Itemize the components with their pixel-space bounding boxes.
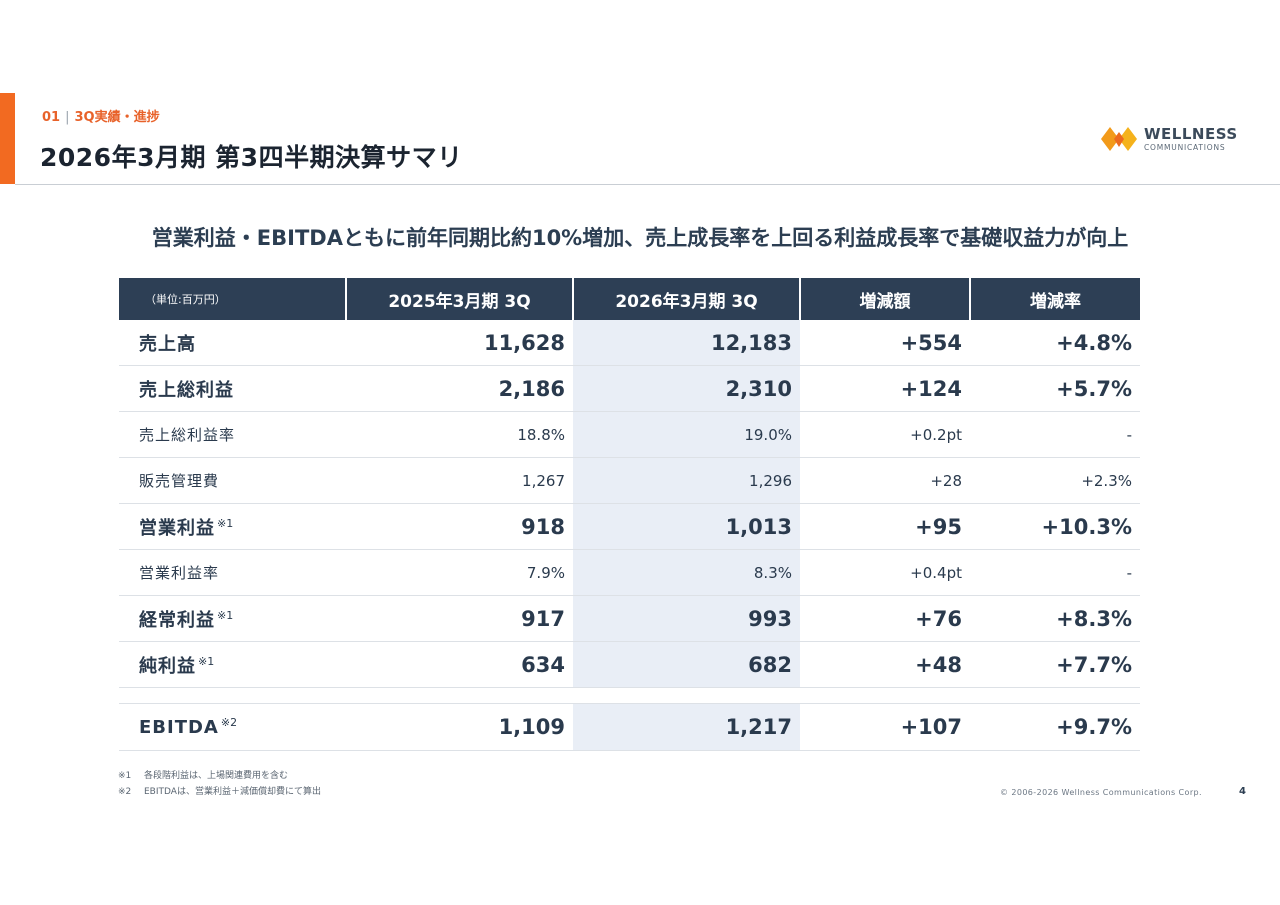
table-row: 売上総利益率 18.8% 19.0% +0.2pt -	[119, 411, 1140, 458]
cell-rate: +10.3%	[970, 503, 1140, 550]
title-divider	[15, 184, 1280, 185]
cell-change: +48	[800, 641, 970, 688]
cell-current: 8.3%	[573, 549, 800, 596]
footnote-mark: ※2	[118, 787, 132, 797]
table-row: 営業利益 ※1 918 1,013 +95 +10.3%	[119, 503, 1140, 550]
column-header: 2025年3月期 3Q	[345, 278, 573, 320]
row-label: 販売管理費	[119, 457, 346, 504]
cell-prev: 634	[346, 641, 573, 688]
cell-current: 12,183	[573, 320, 800, 366]
cell-prev: 918	[346, 503, 573, 550]
section-number: 01	[42, 110, 61, 125]
headline: 営業利益・EBITDAともに前年同期比約10%増加、売上成長率を上回る利益成長率…	[151, 226, 1129, 250]
cell-change: +95	[800, 503, 970, 550]
logo-name: WELLNESS	[1144, 125, 1238, 143]
table-row: 営業利益率 7.9% 8.3% +0.4pt -	[119, 549, 1140, 596]
orange-diamond-logo-icon	[1101, 127, 1137, 151]
accent-bar	[0, 93, 15, 184]
cell-current: 993	[573, 595, 800, 642]
cell-change: +0.2pt	[800, 411, 970, 458]
table-row: EBITDA ※2 1,109 1,217 +107 +9.7%	[119, 703, 1140, 751]
row-label: 営業利益 ※1	[119, 503, 346, 550]
row-label: 売上総利益率	[119, 411, 346, 458]
table-row: 経常利益 ※1 917 993 +76 +8.3%	[119, 595, 1140, 642]
row-label: 売上高	[119, 320, 346, 366]
cell-current: 1,217	[573, 703, 800, 751]
cell-change: +0.4pt	[800, 549, 970, 596]
cell-rate: -	[970, 411, 1140, 458]
footnote-marker: ※1	[198, 654, 215, 668]
section-separator: |	[65, 110, 70, 125]
row-label: 売上総利益	[119, 365, 346, 412]
row-label: 営業利益率	[119, 549, 346, 596]
footnote-text: EBITDAは、営業利益＋減価償却費にて算出	[144, 787, 321, 797]
row-label: 経常利益 ※1	[119, 595, 346, 642]
unit-label: （単位:百万円）	[119, 278, 346, 320]
cell-prev: 11,628	[346, 320, 573, 366]
company-logo: WELLNESS COMMUNICATIONS	[1100, 124, 1250, 156]
footnote-text: 各段階利益は、上場関連費用を含む	[144, 771, 289, 781]
cell-current: 682	[573, 641, 800, 688]
column-header: 増減額	[799, 278, 970, 320]
footnote-mark: ※1	[118, 771, 132, 781]
cell-change: +28	[800, 457, 970, 504]
footnote-marker: ※1	[217, 516, 234, 530]
cell-current: 2,310	[573, 365, 800, 412]
cell-change: +554	[800, 320, 970, 366]
section-label: 01 | 3Q実績・進捗	[42, 106, 160, 125]
cell-current: 1,296	[573, 457, 800, 504]
cell-prev: 1,267	[346, 457, 573, 504]
footnote-marker: ※1	[217, 608, 234, 622]
row-label: 純利益 ※1	[119, 641, 346, 688]
cell-rate: +5.7%	[970, 365, 1140, 412]
cell-rate: +2.3%	[970, 457, 1140, 504]
cell-prev: 2,186	[346, 365, 573, 412]
footnotes: ※1 各段階利益は、上場関連費用を含む ※2 EBITDAは、営業利益＋減価償却費に…	[118, 768, 321, 800]
footnote-marker: ※2	[220, 716, 238, 729]
logo-subtitle: COMMUNICATIONS	[1144, 143, 1226, 152]
footnote: ※2 EBITDAは、営業利益＋減価償却費にて算出	[118, 784, 321, 800]
cell-rate: +8.3%	[970, 595, 1140, 642]
cell-prev: 1,109	[346, 703, 573, 751]
page-title: 2026年3月期 第3四半期決算サマリ	[40, 143, 463, 172]
cell-change: +76	[800, 595, 970, 642]
table-header-row: （単位:百万円） 2025年3月期 3Q 2026年3月期 3Q 増減額 増減率	[119, 278, 1140, 320]
table-row: 純利益 ※1 634 682 +48 +7.7%	[119, 641, 1140, 688]
footnote: ※1 各段階利益は、上場関連費用を含む	[118, 768, 321, 784]
cell-change: +124	[800, 365, 970, 412]
cell-current: 19.0%	[573, 411, 800, 458]
cell-rate: +4.8%	[970, 320, 1140, 366]
cell-change: +107	[800, 703, 970, 751]
cell-prev: 917	[346, 595, 573, 642]
table-row: 売上高 11,628 12,183 +554 +4.8%	[119, 320, 1140, 366]
cell-rate: +9.7%	[970, 703, 1140, 751]
section-name: 3Q実績・進捗	[74, 110, 160, 125]
copyright: © 2006-2026 Wellness Communications Corp…	[1000, 788, 1202, 797]
column-header: 2026年3月期 3Q	[572, 278, 800, 320]
cell-prev: 7.9%	[346, 549, 573, 596]
cell-rate: -	[970, 549, 1140, 596]
cell-current: 1,013	[573, 503, 800, 550]
cell-prev: 18.8%	[346, 411, 573, 458]
column-header: 増減率	[969, 278, 1140, 320]
row-label: EBITDA ※2	[119, 703, 346, 751]
financial-summary-table: （単位:百万円） 2025年3月期 3Q 2026年3月期 3Q 増減額 増減率…	[119, 278, 1140, 751]
table-spacer-row	[119, 687, 1140, 704]
table-row: 売上総利益 2,186 2,310 +124 +5.7%	[119, 365, 1140, 412]
page-number: 4	[1239, 786, 1246, 797]
cell-rate: +7.7%	[970, 641, 1140, 688]
table-row: 販売管理費 1,267 1,296 +28 +2.3%	[119, 457, 1140, 504]
